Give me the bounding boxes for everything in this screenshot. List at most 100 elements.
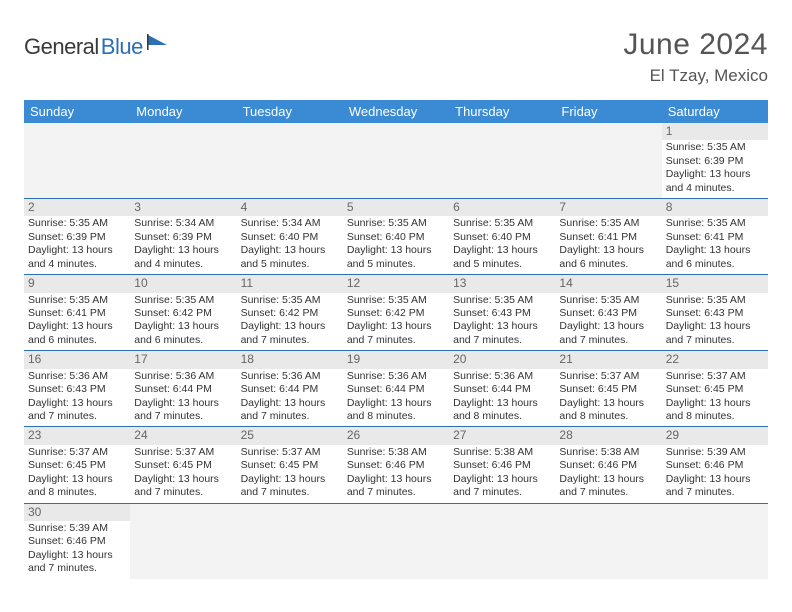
detail-line: Sunset: 6:44 PM xyxy=(453,383,551,396)
detail-line: Daylight: 13 hours xyxy=(241,473,339,486)
detail-line: Daylight: 13 hours xyxy=(453,320,551,333)
day-number: 4 xyxy=(237,199,343,216)
calendar-cell: 21Sunrise: 5:37 AMSunset: 6:45 PMDayligh… xyxy=(555,351,661,427)
detail-line: Sunset: 6:39 PM xyxy=(28,231,126,244)
day-details: Sunrise: 5:35 AMSunset: 6:43 PMDaylight:… xyxy=(666,294,764,348)
detail-line: Sunrise: 5:36 AM xyxy=(347,370,445,383)
day-number: 15 xyxy=(662,275,768,292)
detail-line: and 6 minutes. xyxy=(134,334,232,347)
detail-line: Sunset: 6:46 PM xyxy=(28,535,126,548)
day-details: Sunrise: 5:35 AMSunset: 6:41 PMDaylight:… xyxy=(559,217,657,271)
detail-line: Sunrise: 5:38 AM xyxy=(559,446,657,459)
day-number: 24 xyxy=(130,427,236,444)
day-details: Sunrise: 5:39 AMSunset: 6:46 PMDaylight:… xyxy=(28,522,126,576)
day-details: Sunrise: 5:35 AMSunset: 6:40 PMDaylight:… xyxy=(347,217,445,271)
calendar-cell: 17Sunrise: 5:36 AMSunset: 6:44 PMDayligh… xyxy=(130,351,236,427)
calendar-cell: 16Sunrise: 5:36 AMSunset: 6:43 PMDayligh… xyxy=(24,351,130,427)
detail-line: Sunset: 6:45 PM xyxy=(241,459,339,472)
weekday-header: Sunday xyxy=(24,100,130,123)
calendar-cell xyxy=(662,503,768,579)
detail-line: Sunset: 6:42 PM xyxy=(347,307,445,320)
calendar-cell: 12Sunrise: 5:35 AMSunset: 6:42 PMDayligh… xyxy=(343,275,449,351)
day-details: Sunrise: 5:36 AMSunset: 6:44 PMDaylight:… xyxy=(347,370,445,424)
day-number: 20 xyxy=(449,351,555,368)
calendar-cell: 14Sunrise: 5:35 AMSunset: 6:43 PMDayligh… xyxy=(555,275,661,351)
calendar-cell: 15 Sunrise: 5:35 AMSunset: 6:43 PMDayligh… xyxy=(662,275,768,351)
day-details: Sunrise: 5:36 AMSunset: 6:44 PMDaylight:… xyxy=(134,370,232,424)
calendar-week: 9Sunrise: 5:35 AMSunset: 6:41 PMDaylight… xyxy=(24,275,768,351)
day-number: 29 xyxy=(662,427,768,444)
detail-line: Daylight: 13 hours xyxy=(347,244,445,257)
day-details: Sunrise: 5:35 AMSunset: 6:43 PMDaylight:… xyxy=(453,294,551,348)
detail-line: Sunset: 6:45 PM xyxy=(134,459,232,472)
day-details: Sunrise: 5:35 AMSunset: 6:39 PMDaylight:… xyxy=(28,217,126,271)
calendar-cell: 24Sunrise: 5:37 AMSunset: 6:45 PMDayligh… xyxy=(130,427,236,503)
detail-line: Daylight: 13 hours xyxy=(666,168,764,181)
detail-line: Daylight: 13 hours xyxy=(347,473,445,486)
day-number: 16 xyxy=(24,351,130,368)
weekday-header: Tuesday xyxy=(237,100,343,123)
detail-line: Daylight: 13 hours xyxy=(134,397,232,410)
calendar-cell: 22Sunrise: 5:37 AMSunset: 6:45 PMDayligh… xyxy=(662,351,768,427)
calendar-cell: 1Sunrise: 5:35 AMSunset: 6:39 PMDaylight… xyxy=(662,123,768,199)
weekday-header: Thursday xyxy=(449,100,555,123)
detail-line: Sunrise: 5:35 AM xyxy=(666,217,764,230)
day-number: 1 xyxy=(662,123,768,140)
detail-line: Sunrise: 5:37 AM xyxy=(559,370,657,383)
calendar-cell: 6Sunrise: 5:35 AMSunset: 6:40 PMDaylight… xyxy=(449,199,555,275)
day-number: 11 xyxy=(237,275,343,292)
detail-line: Sunset: 6:42 PM xyxy=(241,307,339,320)
detail-line: Sunrise: 5:39 AM xyxy=(28,522,126,535)
detail-line: and 4 minutes. xyxy=(666,182,764,195)
detail-line: Sunset: 6:45 PM xyxy=(559,383,657,396)
detail-line: Sunset: 6:42 PM xyxy=(134,307,232,320)
calendar-cell: 5Sunrise: 5:35 AMSunset: 6:40 PMDaylight… xyxy=(343,199,449,275)
detail-line: and 8 minutes. xyxy=(28,486,126,499)
detail-line: and 7 minutes. xyxy=(347,334,445,347)
page: General Blue June 2024 El Tzay, Mexico S… xyxy=(0,0,792,579)
calendar-cell xyxy=(449,123,555,199)
calendar-table: SundayMondayTuesdayWednesdayThursdayFrid… xyxy=(24,100,768,579)
detail-line: Sunrise: 5:35 AM xyxy=(559,217,657,230)
detail-line: Sunset: 6:41 PM xyxy=(559,231,657,244)
calendar-cell: 28Sunrise: 5:38 AMSunset: 6:46 PMDayligh… xyxy=(555,427,661,503)
day-details: Sunrise: 5:37 AMSunset: 6:45 PMDaylight:… xyxy=(559,370,657,424)
calendar-cell: 29Sunrise: 5:39 AMSunset: 6:46 PMDayligh… xyxy=(662,427,768,503)
detail-line: Daylight: 13 hours xyxy=(28,320,126,333)
calendar-cell xyxy=(555,123,661,199)
calendar-week: 30Sunrise: 5:39 AMSunset: 6:46 PMDayligh… xyxy=(24,503,768,579)
month-title: June 2024 xyxy=(623,28,768,62)
day-number: 5 xyxy=(343,199,449,216)
calendar-cell: 30Sunrise: 5:39 AMSunset: 6:46 PMDayligh… xyxy=(24,503,130,579)
detail-line: Sunrise: 5:35 AM xyxy=(666,141,764,154)
detail-line: and 7 minutes. xyxy=(28,410,126,423)
detail-line: Sunrise: 5:35 AM xyxy=(134,294,232,307)
calendar-cell xyxy=(130,123,236,199)
calendar-cell: 2Sunrise: 5:35 AMSunset: 6:39 PMDaylight… xyxy=(24,199,130,275)
day-number: 8 xyxy=(662,199,768,216)
detail-line: and 7 minutes. xyxy=(347,486,445,499)
calendar-cell: 7Sunrise: 5:35 AMSunset: 6:41 PMDaylight… xyxy=(555,199,661,275)
detail-line: Sunrise: 5:35 AM xyxy=(28,294,126,307)
calendar-week: 23Sunrise: 5:37 AMSunset: 6:45 PMDayligh… xyxy=(24,427,768,503)
detail-line: Sunset: 6:40 PM xyxy=(241,231,339,244)
day-number: 13 xyxy=(449,275,555,292)
detail-line: and 7 minutes. xyxy=(241,486,339,499)
day-number: 19 xyxy=(343,351,449,368)
day-details: Sunrise: 5:35 AMSunset: 6:42 PMDaylight:… xyxy=(241,294,339,348)
day-details: Sunrise: 5:38 AMSunset: 6:46 PMDaylight:… xyxy=(347,446,445,500)
detail-line: Sunrise: 5:35 AM xyxy=(453,294,551,307)
calendar-week: 16Sunrise: 5:36 AMSunset: 6:43 PMDayligh… xyxy=(24,351,768,427)
detail-line: Sunset: 6:46 PM xyxy=(666,459,764,472)
calendar-cell: 19 Sunrise: 5:36 AMSunset: 6:44 PMDayligh… xyxy=(343,351,449,427)
detail-line: and 8 minutes. xyxy=(453,410,551,423)
calendar-cell: 13 Sunrise: 5:35 AMSunset: 6:43 PMDayligh… xyxy=(449,275,555,351)
detail-line: Daylight: 13 hours xyxy=(559,320,657,333)
detail-line: Sunrise: 5:38 AM xyxy=(347,446,445,459)
detail-line: Daylight: 13 hours xyxy=(28,473,126,486)
day-details: Sunrise: 5:35 AMSunset: 6:42 PMDaylight:… xyxy=(134,294,232,348)
detail-line: Sunrise: 5:34 AM xyxy=(134,217,232,230)
detail-line: Daylight: 13 hours xyxy=(559,397,657,410)
detail-line: Sunset: 6:43 PM xyxy=(666,307,764,320)
day-number: 23 xyxy=(24,427,130,444)
